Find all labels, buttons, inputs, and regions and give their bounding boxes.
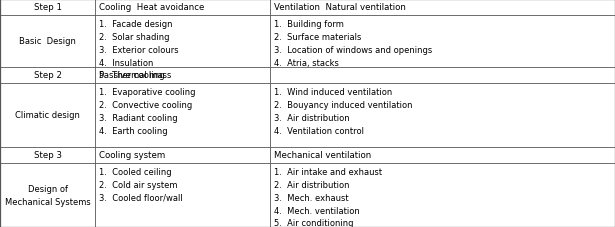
Text: Passive cooling: Passive cooling [99, 71, 165, 80]
Text: Ventilation  Natural ventilation: Ventilation Natural ventilation [274, 3, 406, 12]
Text: Climatic design: Climatic design [15, 111, 80, 120]
Text: Design of
Mechanical Systems: Design of Mechanical Systems [5, 184, 90, 206]
Text: Basic  Design: Basic Design [19, 37, 76, 46]
Text: Mechanical ventilation: Mechanical ventilation [274, 151, 371, 160]
Text: 1.  Facade design
2.  Solar shading
3.  Exterior colours
4.  Insulation
5.  Ther: 1. Facade design 2. Solar shading 3. Ext… [99, 20, 178, 80]
Text: 1.  Wind induced ventilation
2.  Bouyancy induced ventilation
3.  Air distributi: 1. Wind induced ventilation 2. Bouyancy … [274, 88, 413, 135]
Text: Step 3: Step 3 [33, 151, 62, 160]
Text: 1.  Building form
2.  Surface materials
3.  Location of windows and openings
4. : 1. Building form 2. Surface materials 3.… [274, 20, 432, 67]
Text: Step 2: Step 2 [33, 71, 62, 80]
Text: 1.  Air intake and exhaust
2.  Air distribution
3.  Mech. exhaust
4.  Mech. vent: 1. Air intake and exhaust 2. Air distrib… [274, 167, 382, 227]
Text: Cooling  Heat avoidance: Cooling Heat avoidance [99, 3, 204, 12]
Text: Step 1: Step 1 [33, 3, 62, 12]
Text: 1.  Evaporative cooling
2.  Convective cooling
3.  Radiant cooling
4.  Earth coo: 1. Evaporative cooling 2. Convective coo… [99, 88, 196, 135]
Text: 1.  Cooled ceiling
2.  Cold air system
3.  Cooled floor/wall: 1. Cooled ceiling 2. Cold air system 3. … [99, 167, 183, 202]
Text: Cooling system: Cooling system [99, 151, 165, 160]
